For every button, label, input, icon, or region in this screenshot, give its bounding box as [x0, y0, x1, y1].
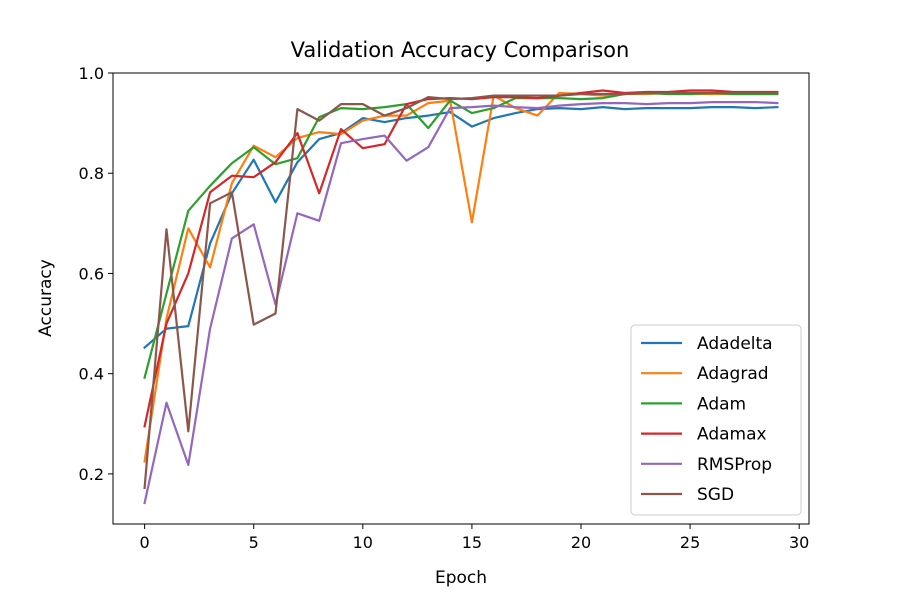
y-tick-label: 0.2: [79, 465, 104, 484]
series-layer: [143, 89, 779, 505]
plot-frame: [112, 72, 810, 525]
legend-label-adamax: Adamax: [697, 425, 767, 445]
x-tick-label: 20: [571, 533, 591, 552]
legend-label-rmsprop: RMSProp: [697, 455, 772, 475]
y-tick-label: 0.8: [79, 164, 104, 183]
legend: Adadelta Adagrad Adam Adamax RMSProp SGD: [630, 324, 802, 516]
x-tick-label: 25: [680, 533, 700, 552]
x-tick-label: 15: [462, 533, 482, 552]
chart-title: Validation Accuracy Comparison: [291, 38, 630, 62]
x-tick-label: 5: [249, 533, 259, 552]
y-tick-label: 0.4: [79, 365, 104, 384]
y-tick-label: 1.0: [79, 64, 104, 83]
x-tick-label: 30: [789, 533, 809, 552]
legend-label-adadelta: Adadelta: [697, 334, 773, 354]
x-tick-label: 0: [140, 533, 150, 552]
y-axis-ticks: 0.2 0.4 0.6 0.8 1.0: [79, 64, 113, 484]
legend-label-sgd: SGD: [697, 485, 734, 505]
x-axis-label: Epoch: [435, 568, 487, 588]
series-line-rmsprop: [143, 100, 779, 505]
legend-label-adam: Adam: [697, 394, 746, 414]
series-line-adadelta: [143, 105, 779, 350]
legend-label-adagrad: Adagrad: [697, 364, 769, 384]
x-axis-ticks: 0 5 10 15 20 25 30: [140, 524, 809, 552]
y-axis-label: Accuracy: [36, 259, 56, 337]
x-tick-label: 10: [353, 533, 373, 552]
y-tick-label: 0.6: [79, 264, 104, 283]
legend-entries: Adadelta Adagrad Adam Adamax RMSProp SGD: [641, 334, 773, 505]
series-line-sgd: [143, 91, 779, 490]
